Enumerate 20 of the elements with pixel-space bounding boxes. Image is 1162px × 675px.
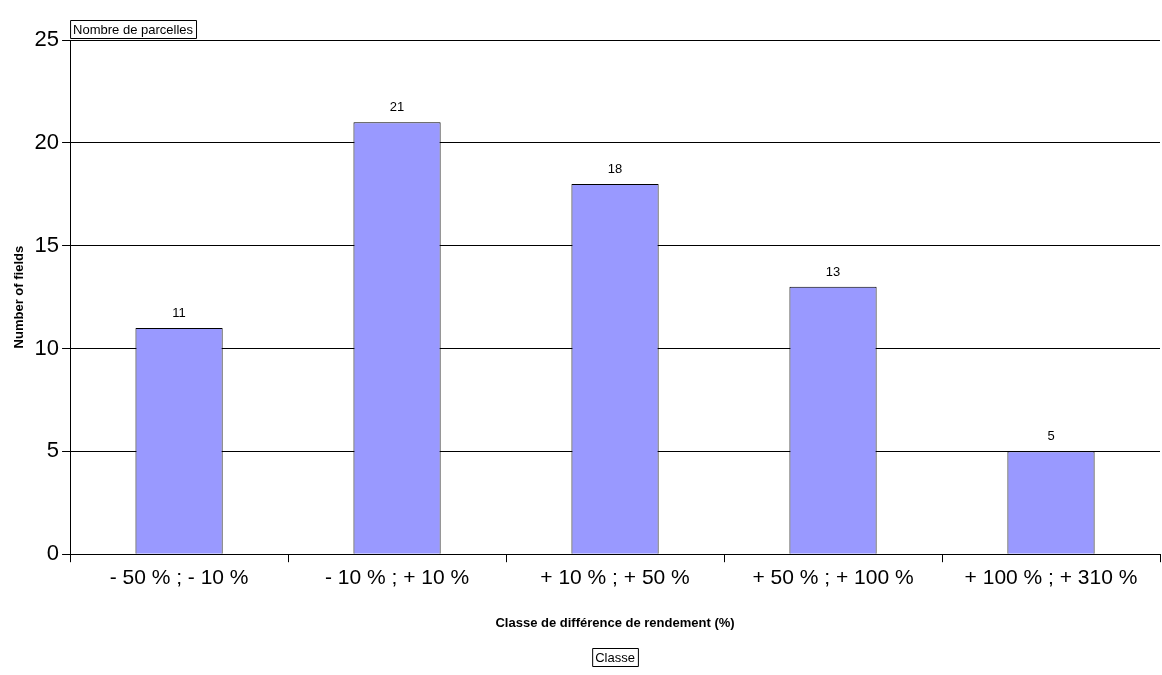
data-label: 5 (1047, 428, 1055, 444)
data-label: 18 (607, 161, 623, 177)
x-tick-label: - 50 % ; - 10 % (109, 564, 249, 588)
y-tick-label: 20 (34, 128, 60, 154)
y-tick-label: 15 (34, 231, 60, 257)
y-axis-title: Number of fields (11, 245, 27, 349)
x-tick-label: - 10 % ; + 10 % (324, 564, 470, 588)
y-tick-label: 0 (46, 540, 60, 566)
x-tick-label: + 10 % ; + 50 % (540, 564, 690, 588)
data-label: 11 (172, 305, 186, 321)
data-label: 21 (389, 99, 405, 115)
y-tick-label: 25 (34, 26, 60, 52)
data-label: 13 (825, 263, 841, 279)
x-axis-title: Classe de différence de rendement (%) (495, 614, 735, 630)
y-tick-label: 5 (46, 437, 60, 463)
text: Nombre de parcelles (73, 21, 194, 37)
x-tick-label: + 50 % ; + 100 % (752, 564, 914, 588)
y-tick-label: 10 (34, 334, 60, 360)
x-tick-label: + 100 % ; + 310 % (964, 564, 1138, 588)
text: Classe (595, 649, 635, 665)
